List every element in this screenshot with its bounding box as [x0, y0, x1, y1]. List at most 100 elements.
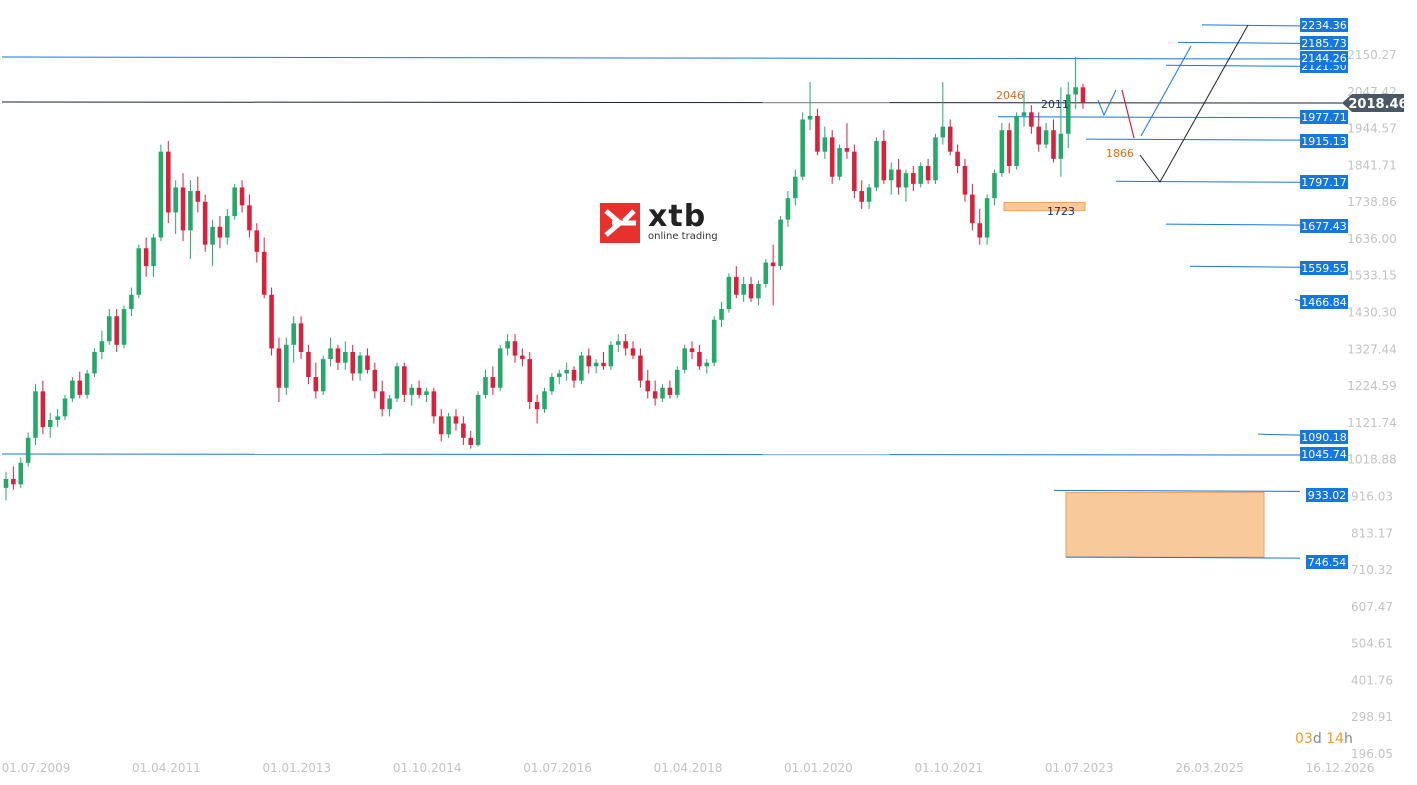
level-tag-text: 2234.36: [1301, 19, 1347, 32]
candle-down: [586, 355, 592, 367]
level-tag-746.54: [1306, 555, 1348, 569]
zones: [1003, 201, 1265, 558]
level-line-2234.36: [1201, 24, 1301, 27]
candle-up: [387, 398, 392, 410]
candle-up: [1021, 112, 1027, 116]
horizontal-lines[interactable]: [1, 24, 1351, 559]
candle-down: [748, 284, 754, 299]
x-tick-label: 01.10.2014: [393, 761, 462, 775]
y-tick-label: 710.32: [1351, 563, 1393, 577]
candle-down: [416, 387, 422, 395]
candle-down: [269, 294, 274, 349]
level-tag-1559.55: [1300, 261, 1348, 275]
candle-up: [47, 419, 53, 428]
level-line-1915.13: [1085, 138, 1301, 141]
candle-countdown: 03d 14h: [1295, 731, 1353, 747]
candle-up: [579, 355, 584, 381]
candle-down: [512, 341, 518, 356]
candle-down: [306, 351, 311, 378]
level-tag-1466.84: [1300, 295, 1348, 309]
candle-down: [365, 355, 370, 370]
candle-up: [822, 137, 828, 152]
candle-down: [534, 402, 540, 410]
countdown-days: 03: [1295, 731, 1313, 747]
candle-up: [328, 348, 333, 360]
candle-up: [903, 173, 909, 188]
level-line-1559.55: [1189, 265, 1301, 268]
candle-up: [3, 478, 9, 488]
level-tag-2144.26: [1300, 51, 1348, 65]
level-line-746.54: [1065, 556, 1301, 559]
candle-up: [719, 309, 724, 320]
y-tick-label: 1224.59: [1347, 379, 1397, 393]
candle-up: [726, 276, 732, 310]
candle-down: [490, 377, 496, 388]
level-line-1466.84: [1294, 298, 1301, 301]
y-tick-label: 2150.27: [1347, 48, 1397, 62]
candle-up: [866, 187, 872, 202]
candle-up: [158, 151, 164, 238]
x-tick-label: 01.01.2013: [262, 761, 331, 775]
candle-down: [298, 323, 304, 352]
candle-down: [852, 151, 857, 192]
candle-down: [180, 187, 186, 231]
candle-up: [18, 462, 24, 485]
candle-down: [372, 369, 378, 392]
candle-down: [630, 348, 636, 356]
y-tick-label: 196.05: [1351, 747, 1393, 761]
candle-down: [844, 148, 850, 152]
candle-down: [40, 391, 46, 428]
y-tick-label: 1636.00: [1347, 232, 1397, 246]
x-tick-label: 01.01.2020: [784, 761, 853, 775]
y-tick-label: 401.76: [1351, 673, 1393, 687]
candle-down: [254, 230, 260, 252]
candle-up: [763, 262, 769, 285]
candle-up: [542, 391, 547, 410]
brand-name: xtb: [648, 199, 707, 234]
candle-up: [121, 309, 127, 345]
candle-up: [682, 348, 687, 370]
candle-up: [1058, 133, 1064, 159]
candle-down: [623, 341, 628, 349]
y-tick-label: 1430.30: [1347, 306, 1397, 320]
candle-up: [660, 387, 665, 399]
candle-up: [837, 148, 842, 177]
candle-down: [601, 362, 606, 367]
candle-up: [173, 187, 178, 213]
candle-down: [962, 165, 968, 195]
level-tag-1045.74: [1300, 447, 1348, 461]
level-tag-text: 933.02: [1308, 489, 1347, 502]
x-tick-label: 01.04.2018: [654, 761, 723, 775]
candle-up: [188, 191, 193, 231]
annotation-2046: 2046: [996, 89, 1024, 102]
support-zone-1723: [1003, 201, 1086, 212]
level-tag-text: 1045.74: [1301, 448, 1347, 461]
candle-down: [431, 391, 437, 417]
candle-up: [483, 377, 488, 395]
candle-up: [33, 391, 38, 438]
candle-down: [734, 276, 739, 295]
level-tag-text: 1466.84: [1301, 296, 1347, 309]
candle-up: [55, 416, 60, 420]
level-tag-1915.13: [1300, 134, 1348, 148]
candle-up: [25, 437, 31, 463]
candle-down: [247, 205, 252, 231]
level-line-1090.18: [1257, 433, 1301, 436]
x-tick-label: 01.07.2009: [2, 761, 71, 775]
candle-up: [136, 248, 142, 295]
candle-up: [1073, 87, 1078, 95]
candle-down: [335, 348, 341, 363]
x-tick-label: 01.10.2021: [914, 761, 983, 775]
candle-up: [933, 137, 938, 181]
level-tag-text: 1559.55: [1301, 262, 1347, 275]
candle-up: [343, 351, 348, 363]
candle-down: [1006, 130, 1012, 166]
candle-up: [999, 130, 1005, 174]
candle-up: [756, 284, 761, 299]
level-tag-text: 1977.71: [1301, 111, 1347, 124]
candle-up: [1065, 94, 1071, 134]
candle-down: [402, 366, 407, 395]
y-tick-label: 607.47: [1351, 600, 1393, 614]
candle-down: [911, 173, 916, 184]
